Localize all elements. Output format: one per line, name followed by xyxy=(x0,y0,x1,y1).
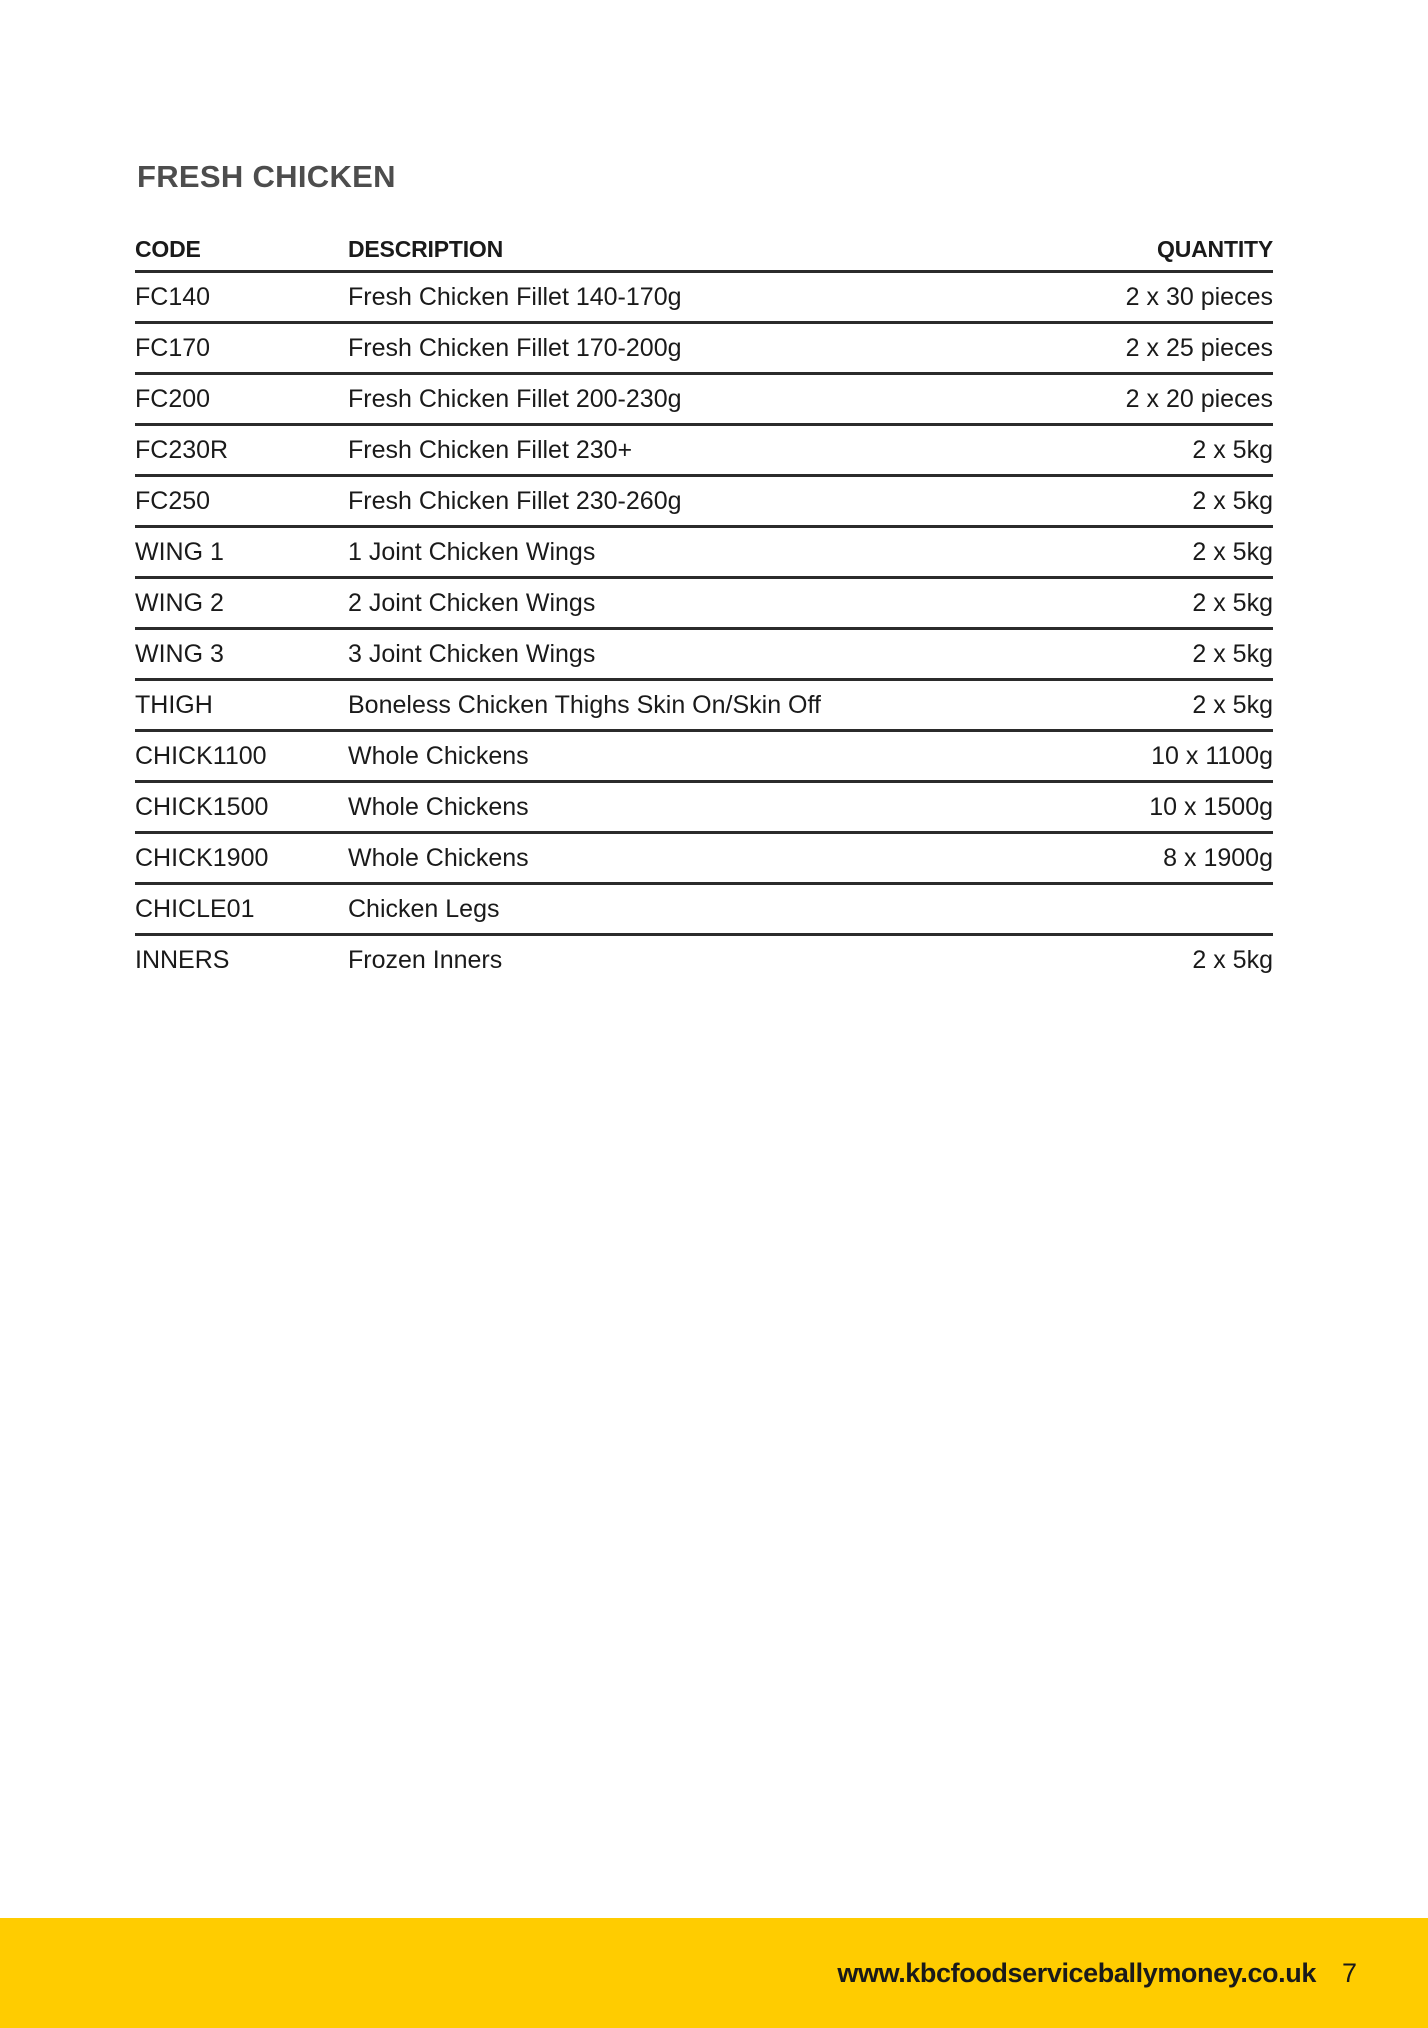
cell-quantity: 10 x 1500g xyxy=(1008,781,1273,834)
page-number: 7 xyxy=(1341,1957,1357,1988)
cell-description: 1 Joint Chicken Wings xyxy=(348,526,1008,579)
table-row: THIGH Boneless Chicken Thighs Skin On/Ski… xyxy=(135,679,1273,732)
cell-code: CHICLE01 xyxy=(135,883,348,936)
cell-quantity: 2 x 5kg xyxy=(1008,526,1273,579)
table-row: FC140 Fresh Chicken Fillet 140-170g 2 x 30… xyxy=(135,271,1273,324)
cell-quantity: 10 x 1100g xyxy=(1008,730,1273,783)
cell-code: WING 3 xyxy=(135,628,348,681)
table-row: FC230R Fresh Chicken Fillet 230+ 2 x 5kg xyxy=(135,424,1273,477)
cell-code: FC170 xyxy=(135,322,348,375)
cell-quantity: 2 x 5kg xyxy=(1008,628,1273,681)
product-table: CODE DESCRIPTION QUANTITY FC140 Fresh Chi… xyxy=(135,228,1273,984)
cell-description: Fresh Chicken Fillet 230+ xyxy=(348,424,1008,477)
cell-description: Fresh Chicken Fillet 170-200g xyxy=(348,322,1008,375)
cell-description: Whole Chickens xyxy=(348,730,1008,783)
cell-description: Fresh Chicken Fillet 140-170g xyxy=(348,271,1008,324)
cell-code: FC250 xyxy=(135,475,348,528)
cell-description: Whole Chickens xyxy=(348,781,1008,834)
table-row: CHICK1100 Whole Chickens 10 x 1100g xyxy=(135,730,1273,783)
cell-quantity: 2 x 25 pieces xyxy=(1008,322,1273,375)
cell-code: CHICK1500 xyxy=(135,781,348,834)
cell-code: THIGH xyxy=(135,679,348,732)
cell-quantity: 2 x 30 pieces xyxy=(1008,271,1273,324)
table-row: CHICK1500 Whole Chickens 10 x 1500g xyxy=(135,781,1273,834)
table-header-row: CODE DESCRIPTION QUANTITY xyxy=(135,228,1273,273)
cell-quantity: 2 x 5kg xyxy=(1008,577,1273,630)
cell-description: Frozen Inners xyxy=(348,946,503,974)
table-row: FC170 Fresh Chicken Fillet 170-200g 2 x 25… xyxy=(135,322,1273,375)
cell-quantity: 2 x 5kg xyxy=(1192,946,1273,974)
cell-quantity: 2 x 5kg xyxy=(1008,475,1273,528)
cell-description: Fresh Chicken Fillet 200-230g xyxy=(348,373,1008,426)
cell-quantity: 2 x 5kg xyxy=(1008,679,1273,732)
cell-description: 2 Joint Chicken Wings xyxy=(348,577,1008,630)
cell-code: FC230R xyxy=(135,424,348,477)
footer-content: www.kbcfoodserviceballymoney.co.uk 7 xyxy=(837,1918,1357,2028)
cell-description: Chicken Legs xyxy=(348,883,1008,936)
table-row: FC250 Fresh Chicken Fillet 230-260g 2 x 5k… xyxy=(135,475,1273,528)
cell-quantity: 2 x 20 pieces xyxy=(1008,373,1273,426)
cell-description: Whole Chickens xyxy=(348,832,1008,885)
table-body: FC140 Fresh Chicken Fillet 140-170g 2 x 30… xyxy=(135,271,1273,985)
cell-quantity: 8 x 1900g xyxy=(1008,832,1273,885)
column-header-code: CODE xyxy=(135,228,348,273)
table-row: FC200 Fresh Chicken Fillet 200-230g 2 x 20… xyxy=(135,373,1273,426)
table-row: CHICK1900 Whole Chickens 8 x 1900g xyxy=(135,832,1273,885)
cell-code: WING 1 xyxy=(135,526,348,579)
cell-code: WING 2 xyxy=(135,577,348,630)
cell-quantity xyxy=(1008,883,1273,936)
table-row: INNERS Frozen Inners 2 x 5kg xyxy=(135,935,1273,985)
footer-website-url[interactable]: www.kbcfoodserviceballymoney.co.uk xyxy=(837,1957,1316,1988)
cell-description: Fresh Chicken Fillet 230-260g xyxy=(348,475,1008,528)
page-title: FRESH CHICKEN xyxy=(137,158,396,194)
cell-code: INNERS xyxy=(135,946,230,974)
cell-description: 3 Joint Chicken Wings xyxy=(348,628,1008,681)
cell-description: Boneless Chicken Thighs Skin On/Skin Off xyxy=(348,679,1008,732)
cell-code: CHICK1100 xyxy=(135,730,348,783)
cell-code: CHICK1900 xyxy=(135,832,348,885)
cell-quantity: 2 x 5kg xyxy=(1008,424,1273,477)
column-header-quantity: QUANTITY xyxy=(1008,228,1273,273)
table-header: CODE DESCRIPTION QUANTITY xyxy=(135,228,1273,273)
cell-code: FC140 xyxy=(135,271,348,324)
footer-bar: www.kbcfoodserviceballymoney.co.uk 7 xyxy=(0,1918,1428,2028)
table-row: CHICLE01 Chicken Legs xyxy=(135,883,1273,936)
column-header-description: DESCRIPTION xyxy=(348,228,1008,273)
cell-code: FC200 xyxy=(135,373,348,426)
